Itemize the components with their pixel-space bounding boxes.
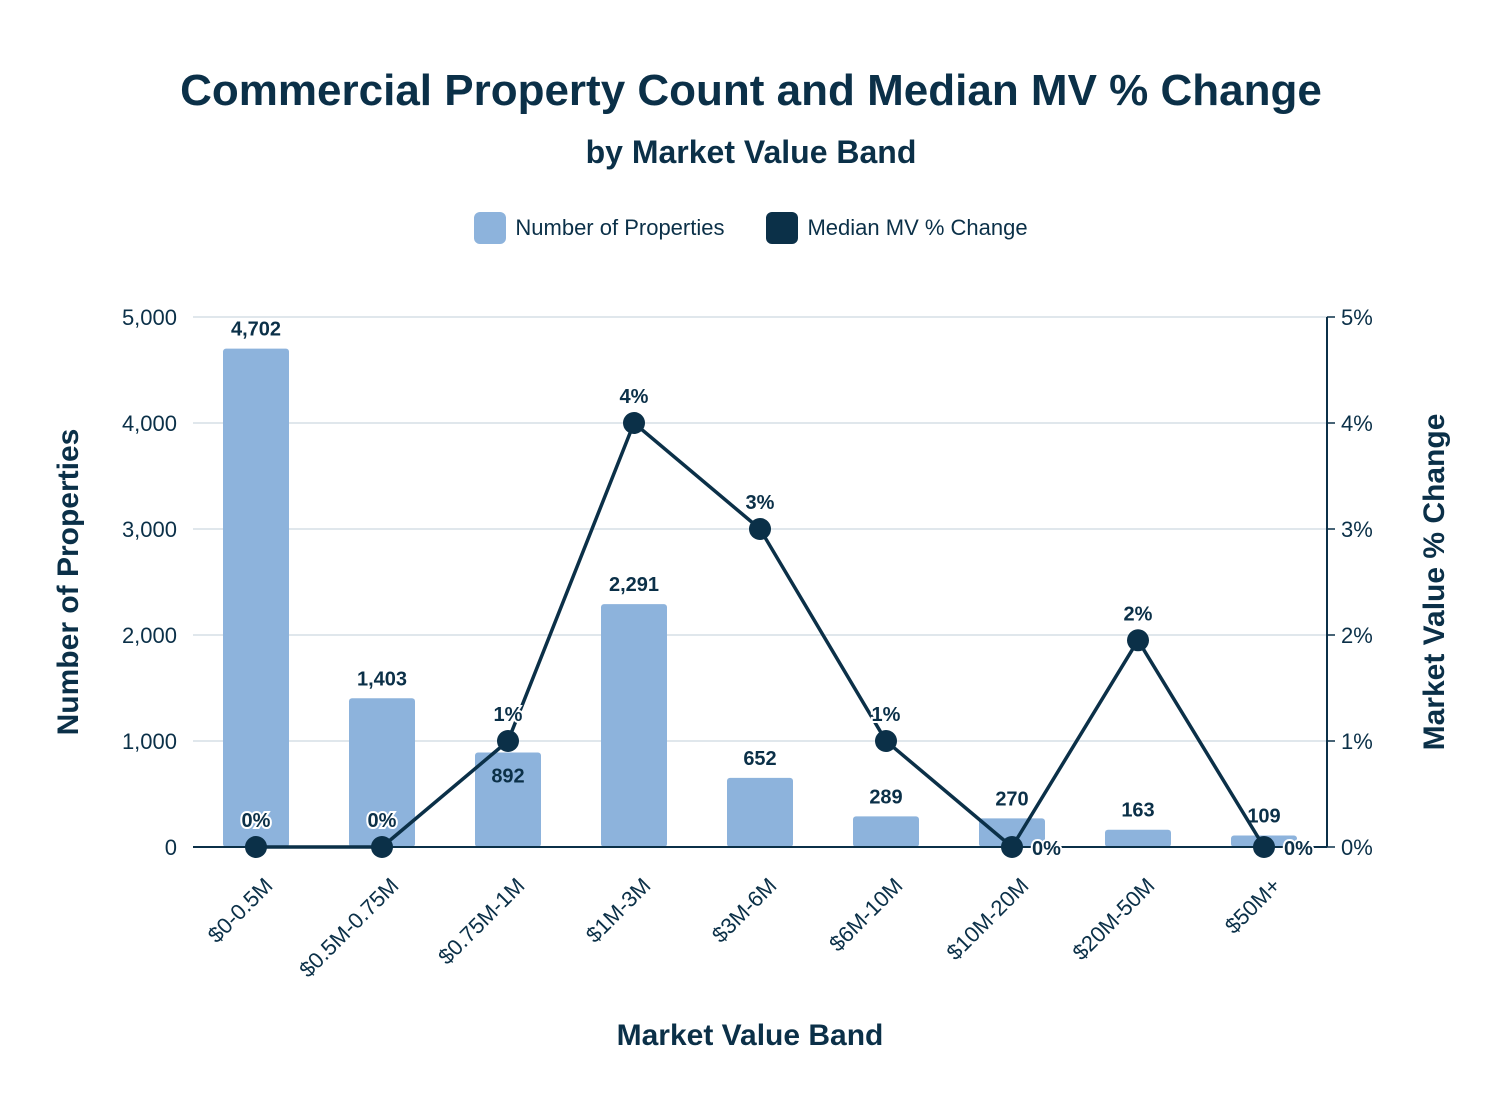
line-point bbox=[875, 730, 897, 752]
point-value-label: 0% bbox=[368, 810, 397, 832]
y-tick-label: 1,000 bbox=[122, 729, 177, 754]
line-point bbox=[1127, 629, 1149, 652]
chart-title: Commercial Property Count and Median MV … bbox=[180, 66, 1322, 115]
bar-value-label: 109 bbox=[1247, 805, 1280, 827]
point-value-label: 4% bbox=[620, 386, 649, 408]
y-axis-title: Number of Properties bbox=[52, 429, 85, 736]
point-value-label: 1% bbox=[872, 704, 901, 726]
y2-tick-label: 2% bbox=[1341, 623, 1373, 648]
legend-swatch-mv-change bbox=[766, 212, 799, 244]
y2-tick-label: 5% bbox=[1341, 305, 1373, 330]
bar-value-label: 892 bbox=[491, 765, 524, 787]
bar bbox=[223, 348, 289, 847]
x-tick-label: $3M-6M bbox=[707, 873, 782, 948]
point-value-label: 1% bbox=[494, 704, 523, 726]
x-axis-title: Market Value Band bbox=[617, 1019, 884, 1052]
x-tick-label: $6M-10M bbox=[824, 873, 907, 956]
legend-item-properties: Number of Properties bbox=[474, 212, 724, 244]
y2-tick-label: 0% bbox=[1341, 835, 1373, 860]
point-value-label: 0% bbox=[1032, 838, 1061, 860]
point-value-label: 0% bbox=[1284, 838, 1313, 860]
line-point bbox=[749, 518, 771, 540]
x-tick-label: $0.5M-0.75M bbox=[294, 873, 403, 982]
bar-value-label: 652 bbox=[743, 748, 776, 770]
bar-value-label: 1,403 bbox=[357, 668, 407, 690]
bar bbox=[727, 777, 793, 847]
bar-value-label: 2,291 bbox=[609, 574, 659, 596]
bar bbox=[1105, 829, 1171, 847]
y-tick-label: 3,000 bbox=[122, 517, 177, 542]
y-tick-label: 2,000 bbox=[122, 623, 177, 648]
x-tick-label: $0.75M-1M bbox=[433, 873, 529, 969]
chart-subtitle: by Market Value Band bbox=[585, 134, 917, 170]
bar bbox=[979, 818, 1045, 847]
bar-value-label: 270 bbox=[995, 788, 1028, 810]
point-value-label: 0% bbox=[242, 810, 271, 832]
bar-value-label: 163 bbox=[1121, 800, 1154, 822]
y-tick-label: 5,000 bbox=[122, 305, 177, 330]
legend-label-properties: Number of Properties bbox=[515, 215, 725, 240]
line-point bbox=[1253, 836, 1275, 858]
x-tick-label: $10M-20M bbox=[942, 873, 1034, 965]
y-tick-label: 4,000 bbox=[122, 411, 177, 436]
x-tick-label: $20M-50M bbox=[1068, 873, 1160, 965]
legend-label-mv-change: Median MV % Change bbox=[807, 215, 1028, 240]
point-value-label: 2% bbox=[1124, 603, 1153, 625]
bars-group bbox=[223, 348, 1297, 847]
y2-tick-label: 3% bbox=[1341, 517, 1373, 542]
axes-group: 0 1,000 2,000 3,000 4,000 5,000 0% 1% 2% 3% 4% 5% $0… bbox=[122, 305, 1373, 982]
bar bbox=[349, 698, 415, 847]
line-point bbox=[497, 730, 519, 752]
x-tick-label: $1M-3M bbox=[581, 873, 656, 948]
x-tick-label: $50M+ bbox=[1220, 873, 1286, 939]
y2-tick-label: 4% bbox=[1341, 411, 1373, 436]
bar-value-label: 4,702 bbox=[231, 319, 281, 341]
legend-swatch-properties bbox=[474, 212, 507, 244]
bar-value-label: 289 bbox=[869, 786, 902, 808]
bar bbox=[601, 604, 667, 847]
chart-legend: Number of Properties Median MV % Change bbox=[0, 212, 1502, 244]
line-point bbox=[623, 412, 645, 434]
line-point bbox=[371, 836, 393, 858]
point-value-label: 3% bbox=[746, 492, 775, 514]
y-tick-label: 0 bbox=[165, 835, 177, 860]
y2-axis-title: Market Value % Change bbox=[1418, 414, 1451, 751]
x-tick-label: $0-0.5M bbox=[203, 873, 278, 948]
line-series-group bbox=[245, 412, 1275, 858]
legend-item-mv-change: Median MV % Change bbox=[766, 212, 1028, 244]
y2-tick-label: 1% bbox=[1341, 729, 1373, 754]
bar bbox=[853, 816, 919, 847]
bar bbox=[475, 752, 541, 847]
line-point bbox=[245, 836, 267, 858]
line-point bbox=[1001, 836, 1023, 858]
